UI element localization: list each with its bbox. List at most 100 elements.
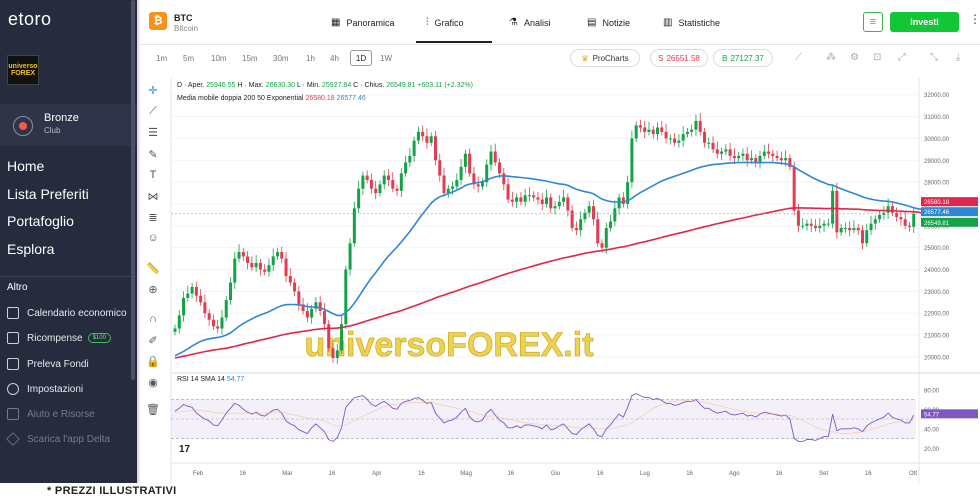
candle [408,155,412,163]
eye-icon[interactable]: ◉ [148,377,158,389]
nav-home[interactable]: Home [7,158,45,174]
low-label: Min. [306,82,321,89]
buy-price-button[interactable]: B 27127.37 [713,49,773,67]
timeframe-1w[interactable]: 1W [380,54,392,63]
nav-portfolio[interactable]: Portafoglio [7,213,74,229]
candle [720,151,724,154]
rsi-label: RSI 14 SMA 14 [177,376,225,383]
drawing-toolbar: ✛ ⟋ ☰ ✎ T ⋈ ≣ ☺ 📏 ⊕ ∩ ✐ 🔒 ◉ 🗑 [141,78,167,483]
candle [267,265,271,272]
price-tick-label: 30000.00 [924,137,950,143]
trash-icon[interactable]: 🗑 [146,404,160,416]
candle [502,173,506,185]
ruler-icon[interactable]: 📏 [146,263,160,275]
candle [305,311,309,318]
time-tick-label: 16 [776,471,783,477]
shapes-icon[interactable]: ⁂ [826,52,836,63]
candle [809,223,813,226]
sidebar-shadow [137,0,141,483]
more-options-icon[interactable]: ⋮ [969,12,980,26]
candle [860,230,864,244]
text-tool-icon[interactable]: T [149,169,157,181]
nav-watchlist[interactable]: Lista Preferiti [7,186,89,202]
tab-overview[interactable]: ▦ Panoramica [331,17,394,28]
sidebar-item-withdraw[interactable]: Preleva Fondi [7,358,89,370]
sidebar-item-calendar[interactable]: Calendario economico [7,307,127,319]
candle [835,190,839,233]
chart-settings-icon[interactable]: ⚙ [850,52,859,63]
sidebar-item-help[interactable]: Aiuto e Risorse [7,408,95,420]
sidebar-scrollbar[interactable] [131,0,135,380]
time-tick-label: 16 [418,471,425,477]
tab-chart[interactable]: ⫶ Grafico [426,17,464,28]
pattern-icon[interactable]: ⋈ [147,191,159,203]
flask-icon: ⚗ [509,17,518,28]
nav-explore[interactable]: Esplora [7,241,55,257]
candle [745,153,749,161]
timeframe-4h[interactable]: 4h [330,54,339,63]
ma50-price-tag-box [921,207,978,217]
procharts-button[interactable]: ♛ ProCharts [570,49,640,67]
candle [878,214,882,220]
crosshair-icon[interactable]: ✛ [148,85,158,97]
brush-icon[interactable]: ✎ [148,149,158,161]
etoro-logo[interactable]: etoro [8,9,52,29]
sell-price-button[interactable]: S 26551.58 [650,49,708,67]
timeframe-1d[interactable]: 1D [350,50,372,66]
tab-analysis[interactable]: ⚗ Analisi [509,17,550,28]
time-tick-label: 16 [329,471,336,477]
expand-icon[interactable]: ⤡ [930,52,938,63]
ma50-line [174,161,923,357]
candle [843,228,847,229]
tab-news[interactable]: ▤ Notizie [587,17,630,28]
camera-icon[interactable]: ⊡ [873,52,882,63]
timeframe-10m[interactable]: 10m [211,54,227,63]
fib-icon[interactable]: ≣ [148,212,158,224]
candle [399,173,403,191]
high-value: 26630.30 [265,82,295,89]
fullscreen-icon[interactable]: ⤢ [898,52,906,63]
candle [557,201,561,207]
parallel-lines-icon[interactable]: ☰ [148,127,158,139]
candle [173,328,177,332]
open-label: Aper. [187,82,205,89]
lock-icon[interactable]: 🔒 [146,356,160,368]
candle [702,131,706,143]
candle [775,155,779,159]
candle [480,182,484,187]
draw-line-icon[interactable]: ⟋ [795,52,802,63]
candle [741,153,745,156]
watchlist-button[interactable]: ≡ [863,12,883,32]
candle [749,158,753,161]
club-card[interactable]: Bronze Club [0,104,137,146]
sidebar-item-rewards[interactable]: Ricompense $100 [7,332,111,344]
lock-drawing-icon[interactable]: ✐ [148,335,158,347]
timeframe-1h[interactable]: 1h [306,54,315,63]
trendline-icon[interactable]: ⟋ [149,105,157,117]
zoom-in-icon[interactable]: ⊕ [148,284,158,296]
chart-area[interactable]: 32000.00 31000.00 30000.00 29000.00 28000.00… [141,78,980,488]
avatar[interactable]: universo FOREX [7,55,39,85]
timeframe-5m[interactable]: 5m [183,54,195,63]
magnet-icon[interactable]: ∩ [149,313,157,325]
candle [395,188,399,191]
candle [451,186,455,189]
timeframe-15m[interactable]: 15m [242,54,258,63]
timeframe-30m[interactable]: 30m [273,54,289,63]
candle [519,197,523,202]
emoji-icon[interactable]: ☺ [147,232,159,244]
candle [865,230,869,244]
timeframe-1m[interactable]: 1m [156,54,168,63]
club-name: Bronze [44,112,79,124]
invest-button[interactable]: Investi [890,12,959,32]
chart-svg[interactable]: 32000.00 31000.00 30000.00 29000.00 28000.00… [141,78,980,483]
high-letter: H [237,82,243,89]
rsi-price-tag-label: 54.77 [924,412,940,418]
collapse-icon[interactable]: ⤓ [956,52,961,63]
candle [433,136,437,161]
candle [194,286,198,296]
tab-stats[interactable]: ▥ Statistiche [663,17,720,28]
sidebar-item-delta[interactable]: Scarica l'app Delta [6,432,110,446]
sidebar-item-settings[interactable]: Impostazioni [7,383,83,395]
candle [532,195,536,198]
